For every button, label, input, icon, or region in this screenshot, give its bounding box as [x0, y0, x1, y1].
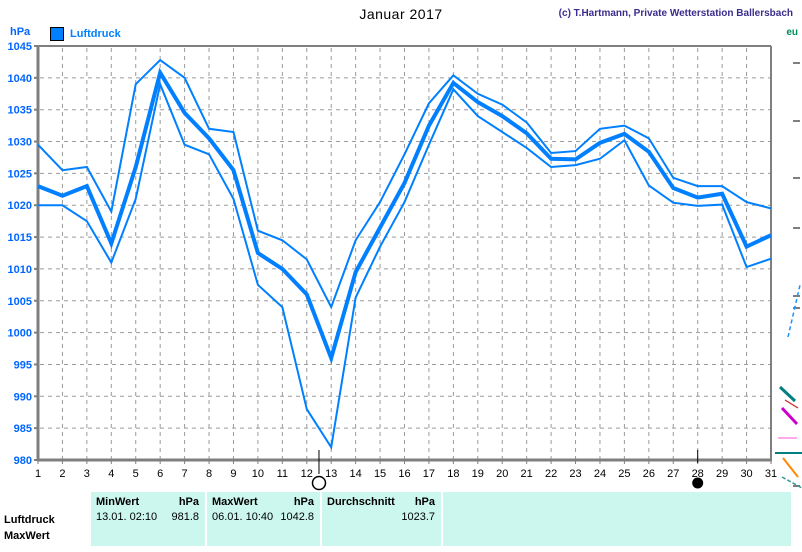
summary-row-labels: Luftdruck MaxWert	[0, 492, 89, 546]
x-tick-label: 4	[108, 468, 114, 480]
edge-chart-fragment	[781, 476, 802, 489]
max-value-cell: MaxWert hPa 06.01. 10:40 1042.8	[207, 492, 320, 546]
x-tick-label: 18	[447, 468, 459, 480]
y-tick-label: 990	[14, 391, 32, 403]
max-header: MaxWert	[212, 496, 258, 508]
y-tick-label: 985	[14, 423, 32, 435]
min-value-cell: MinWert hPa 13.01. 02:10 981.8	[91, 492, 205, 546]
y-tick-label: 1020	[8, 200, 32, 212]
y-tick-label: 1000	[8, 328, 32, 340]
x-tick-label: 10	[252, 468, 264, 480]
copyright-text: (c) T.Hartmann, Private Wetterstation Ba…	[558, 8, 793, 19]
edge-chart-fragment	[782, 457, 799, 478]
max-value: 1042.8	[280, 511, 314, 523]
x-tick-label: 1	[35, 468, 41, 480]
x-tick-label: 23	[569, 468, 581, 480]
avg-value-cell: Durchschnitt hPa 1023.7	[322, 492, 441, 546]
edge-chart-fragment	[780, 406, 799, 426]
series-line-min	[38, 80, 772, 451]
x-tick-label: 21	[521, 468, 533, 480]
series-line-avg	[37, 67, 772, 365]
y-axis-unit-label: hPa	[10, 26, 31, 38]
y-tick-label: 1005	[8, 296, 32, 308]
max-header-unit: hPa	[293, 496, 314, 508]
x-tick-label: 11	[277, 468, 288, 480]
max-datetime: 06.01. 10:40	[212, 511, 274, 523]
y-tick-label: 1010	[8, 264, 32, 276]
legend-label: Luftdruck	[70, 28, 121, 40]
avg-header: Durchschnitt	[327, 496, 395, 508]
new-moon-icon	[692, 477, 704, 489]
x-tick-label: 25	[618, 468, 630, 480]
x-tick-label: 7	[182, 468, 188, 480]
x-tick-label: 24	[594, 468, 606, 480]
x-tick-label: 26	[643, 468, 655, 480]
edge-chart-fragment	[787, 284, 801, 338]
y-tick-label: 980	[14, 455, 32, 467]
y-tick-label: 1040	[8, 73, 32, 85]
empty-cell	[443, 492, 791, 546]
min-header-unit: hPa	[178, 496, 199, 508]
x-tick-label: 20	[496, 468, 508, 480]
x-tick-label: 27	[667, 468, 679, 480]
x-tick-label: 28	[692, 468, 704, 480]
cutoff-text-fragment: eu	[786, 27, 798, 38]
min-header: MinWert	[96, 496, 140, 508]
x-tick-label: 12	[301, 468, 313, 480]
x-tick-label: 22	[545, 468, 557, 480]
y-tick-label: 995	[14, 359, 32, 371]
y-tick-label: 1025	[8, 168, 32, 180]
x-tick-label: 8	[206, 468, 212, 480]
full-moon-icon	[311, 475, 327, 491]
min-datetime: 13.01. 02:10	[96, 511, 158, 523]
x-tick-label: 17	[423, 468, 435, 480]
x-tick-label: 15	[374, 468, 386, 480]
x-tick-label: 2	[59, 468, 65, 480]
x-tick-label: 14	[350, 468, 362, 480]
y-tick-label: 1015	[8, 232, 32, 244]
x-tick-label: 31	[765, 468, 777, 480]
series-line-max	[37, 58, 772, 310]
avg-header-unit: hPa	[414, 496, 435, 508]
summary-next-row-label: MaxWert	[4, 530, 50, 542]
y-tick-label: 1045	[8, 41, 32, 53]
x-tick-label: 30	[740, 468, 752, 480]
x-tick-label: 13	[325, 468, 337, 480]
y-tick-label: 1035	[8, 105, 32, 117]
edge-chart-fragment	[784, 399, 799, 409]
summary-table: Luftdruck MaxWert MinWert hPa 13.01. 02:…	[0, 492, 802, 552]
x-tick-label: 3	[84, 468, 90, 480]
x-tick-label: 5	[133, 468, 139, 480]
x-tick-label: 6	[157, 468, 163, 480]
x-tick-label: 16	[398, 468, 410, 480]
avg-value: 1023.7	[401, 511, 435, 523]
y-tick-label: 1030	[8, 137, 32, 149]
legend: Luftdruck	[50, 27, 121, 41]
edge-chart-fragment	[778, 385, 797, 403]
summary-variable-label: Luftdruck	[4, 514, 55, 526]
x-tick-label: 29	[716, 468, 728, 480]
chart-title: Januar 2017	[359, 6, 443, 22]
min-value: 981.8	[171, 511, 199, 523]
pressure-line-chart: 9809859909951000100510101015102010251030…	[8, 41, 802, 491]
legend-color-swatch-icon	[50, 27, 64, 41]
x-tick-label: 9	[230, 468, 236, 480]
x-tick-label: 19	[472, 468, 484, 480]
